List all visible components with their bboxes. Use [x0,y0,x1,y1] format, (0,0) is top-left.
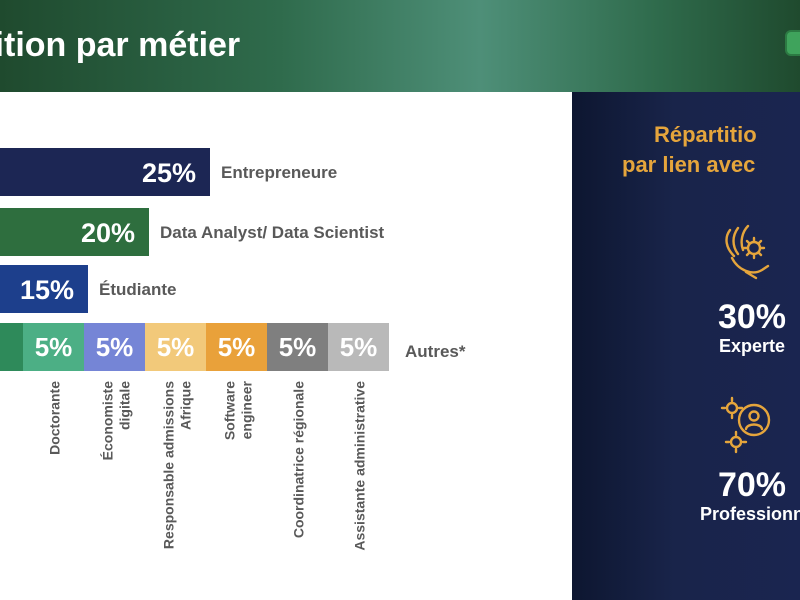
autres-lead-segment [0,323,23,371]
autres-label-line: Afrique [178,381,194,430]
autres-segment [328,323,389,371]
person-gear-icon [720,396,771,454]
autres-segment-category-label: Doctorante [47,381,63,455]
bar-value-label: 20% [81,218,135,248]
autres-segment [206,323,267,371]
bar-chart: 25% Entrepreneure 20% Data Analyst/ Data Sc… [0,148,466,551]
sidebar-title: Répartitio par lien avec [622,120,800,180]
autres-label-line: Responsable admissions [161,381,177,549]
autres-group-label: Autres* [405,342,466,361]
sidebar-title-line1: Répartitio [654,122,757,147]
stat-label-professionne: Professionne [699,504,800,524]
autres-segment-category-label: Coordinatrice régionale [291,381,307,538]
autres-segment-value: 5% [157,332,195,362]
autres-label-line: Assistante administrative [352,381,368,551]
logo [785,30,800,56]
autres-label-line: Doctorante [47,381,63,455]
page-title: rtition par métier [0,26,241,64]
autres-segment-value: 5% [218,332,256,362]
autres-label-line: Coordinatrice régionale [291,381,307,538]
autres-segment-category-label: Économistedigitale [100,381,133,461]
autres-segment-value: 5% [96,332,134,362]
sidebar-title-line2: par lien avec [622,152,756,177]
autres-segment [267,323,328,371]
bar-category-label: Entrepreneure [221,163,337,182]
bar-value-label: 25% [142,158,196,188]
chart-panel: 25% Entrepreneure 20% Data Analyst/ Data Sc… [0,92,572,600]
autres-segment [145,323,206,371]
bar-value-label: 15% [20,275,74,305]
autres-label-line: digitale [117,381,133,430]
bar-category-label: Étudiante [99,280,176,299]
stat-label-experte: Experte [718,336,786,356]
autres-segment [84,323,145,371]
stat-value-experte: 30% [717,298,787,336]
header-banner: rtition par métier [0,0,800,92]
autres-label-line: Économiste [100,381,116,461]
sidebar-panel: Répartitio par lien avec 30% Experte 70%… [572,92,800,600]
autres-segment-category-label: Assistante administrative [352,381,368,551]
autres-segment-category-label: Softwareengineer [222,380,255,440]
autres-segment [23,323,84,371]
autres-segment-category-label: Responsable admissionsAfrique [161,381,194,549]
bar-1 [0,148,210,196]
bar-category-label: Data Analyst/ Data Scientist [160,223,385,242]
bar-2 [0,208,149,256]
autres-segment-value: 5% [279,332,317,362]
bar-3 [0,265,88,313]
stat-value-professionne: 70% [717,466,787,504]
autres-segment-value: 5% [35,332,73,362]
autres-segment-value: 5% [340,332,378,362]
autres-label-line: engineer [239,380,255,439]
autres-label-line: Software [222,381,238,440]
hand-gear-icon [725,224,770,280]
